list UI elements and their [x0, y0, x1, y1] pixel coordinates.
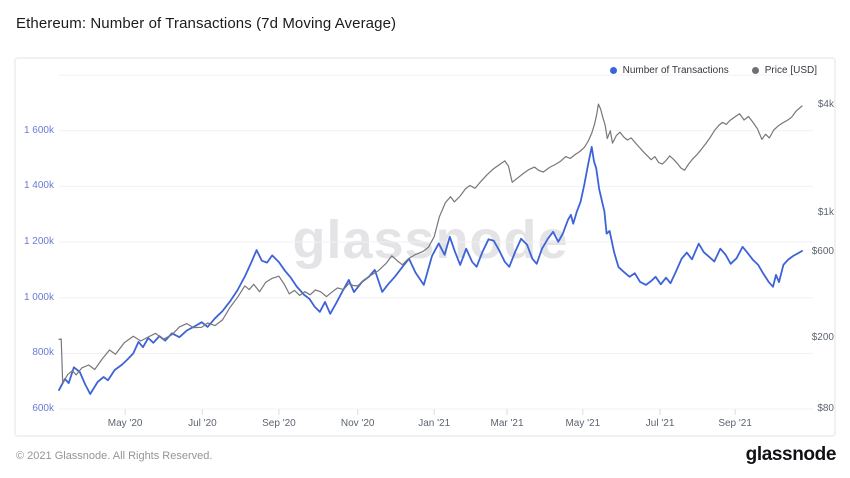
- y-axis-left-label: 800k: [32, 347, 54, 359]
- legend-item-price[interactable]: Price [USD]: [751, 65, 817, 76]
- y-axis-right-label: $1k: [817, 206, 834, 218]
- y-axis-left-label: 1 000k: [23, 291, 54, 303]
- x-axis-label: Jan '21: [418, 418, 451, 429]
- y-axis-left-label: 1 600k: [23, 124, 54, 136]
- x-axis-label: Nov '20: [340, 418, 375, 429]
- x-axis-label: Jul '21: [645, 418, 675, 429]
- y-axis-right-label: $200: [811, 331, 834, 343]
- copyright-text: © 2021 Glassnode. All Rights Reserved.: [16, 450, 213, 462]
- y-axis-right-label: $4k: [817, 99, 834, 111]
- chart-panel: glassnode 600k 800k 1 000k 1 200k 1 400k 1 60…: [14, 57, 836, 437]
- chart-legend: Number of Transactions Price [USD]: [609, 65, 817, 76]
- page-title: Ethereum: Number of Transactions (7d Mov…: [16, 15, 397, 32]
- glassnode-logo: glassnode: [745, 444, 837, 465]
- legend-item-transactions[interactable]: Number of Transactions: [609, 65, 729, 76]
- x-axis-label: Sep '21: [718, 418, 752, 429]
- chart-plot: [58, 74, 813, 415]
- series-line-price: [58, 103, 803, 384]
- y-axis-right-label: $80: [817, 403, 834, 414]
- x-axis-label: Jul '20: [188, 418, 217, 429]
- y-axis-left-label: 600k: [32, 403, 54, 414]
- y-axis-left-label: 1 400k: [23, 180, 54, 192]
- x-axis-label: Sep '20: [262, 418, 296, 429]
- series-line-transactions: [58, 146, 803, 395]
- x-axis-label: May '20: [107, 418, 143, 429]
- x-axis-label: Mar '21: [490, 418, 524, 429]
- legend-dot-blue-icon: [609, 67, 617, 74]
- legend-label: Price [USD]: [764, 65, 817, 76]
- legend-dot-gray-icon: [751, 67, 759, 74]
- y-axis-left-label: 1 200k: [23, 236, 54, 248]
- x-axis-label: May '21: [565, 418, 601, 429]
- legend-label: Number of Transactions: [622, 65, 729, 76]
- y-axis-right-label: $600: [811, 246, 834, 258]
